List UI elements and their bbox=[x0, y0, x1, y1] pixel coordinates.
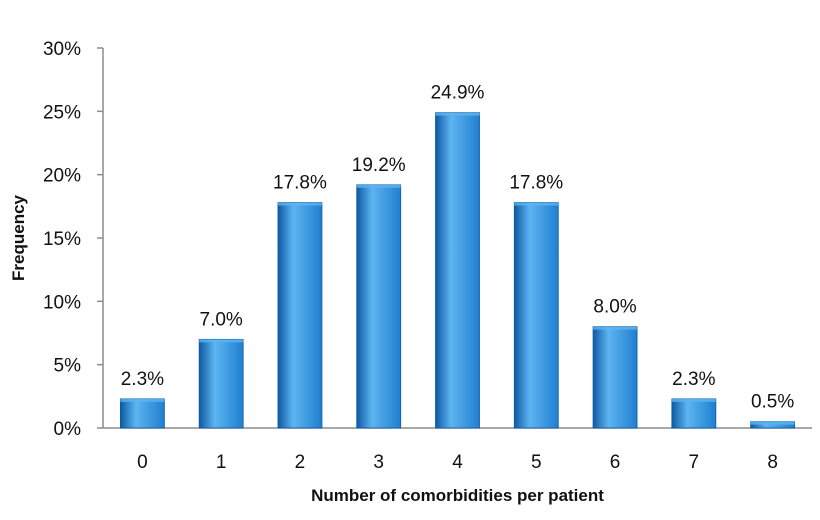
x-tick-label: 0 bbox=[137, 452, 148, 473]
y-tick-label: 15% bbox=[43, 229, 81, 250]
data-label: 24.9% bbox=[431, 83, 485, 104]
bars: 2.3% 7.0% 17.8% 19.2% 24.9% 17.8% 8.0% 2.3% 0.5% bbox=[119, 83, 796, 429]
x-tick-label: 8 bbox=[767, 452, 778, 473]
data-label: 7.0% bbox=[200, 309, 243, 330]
y-tick-label: 10% bbox=[43, 292, 81, 313]
bar-2 bbox=[277, 202, 323, 429]
y-tick-label: 20% bbox=[43, 166, 81, 187]
x-axis-ticks: 0 1 2 3 4 5 6 7 8 bbox=[137, 452, 778, 473]
data-label: 17.8% bbox=[273, 173, 327, 194]
bar-1 bbox=[198, 338, 244, 429]
x-tick-label: 1 bbox=[216, 452, 227, 473]
bar-highlight bbox=[356, 184, 401, 188]
y-axis-title: Frequency bbox=[9, 194, 28, 281]
bar-highlight bbox=[199, 339, 244, 343]
x-tick-label: 4 bbox=[452, 452, 463, 473]
x-axis-title: Number of comorbidities per patient bbox=[311, 486, 604, 505]
bar-highlight bbox=[671, 398, 716, 402]
x-tick-label: 6 bbox=[610, 452, 621, 473]
x-tick-label: 2 bbox=[295, 452, 306, 473]
data-label: 8.0% bbox=[593, 297, 636, 318]
y-tick-label: 25% bbox=[43, 102, 81, 123]
y-axis-ticks: 0% 5% 10% 15% 20% 25% 30% bbox=[43, 39, 103, 440]
x-tick-label: 5 bbox=[531, 452, 542, 473]
bar-highlight bbox=[750, 421, 795, 425]
data-label: 19.2% bbox=[352, 155, 406, 176]
bar-6 bbox=[592, 326, 638, 429]
bar-highlight bbox=[120, 398, 165, 402]
data-label: 17.8% bbox=[509, 173, 563, 194]
y-tick-label: 30% bbox=[43, 39, 81, 60]
data-label: 2.3% bbox=[121, 369, 164, 390]
data-label: 0.5% bbox=[751, 392, 794, 413]
bar-highlight bbox=[435, 112, 480, 116]
x-tick-label: 3 bbox=[373, 452, 384, 473]
bar-0 bbox=[119, 398, 165, 429]
bar-highlight bbox=[277, 202, 322, 206]
bar-3 bbox=[356, 184, 402, 429]
bar-4 bbox=[435, 112, 480, 429]
y-tick-label: 5% bbox=[54, 356, 82, 377]
data-label: 2.3% bbox=[672, 369, 715, 390]
y-tick-label: 0% bbox=[54, 419, 82, 440]
bar-highlight bbox=[593, 326, 638, 330]
bar-highlight bbox=[514, 202, 559, 206]
bar-5 bbox=[513, 202, 559, 429]
bar-7 bbox=[671, 398, 717, 429]
x-tick-label: 7 bbox=[689, 452, 700, 473]
